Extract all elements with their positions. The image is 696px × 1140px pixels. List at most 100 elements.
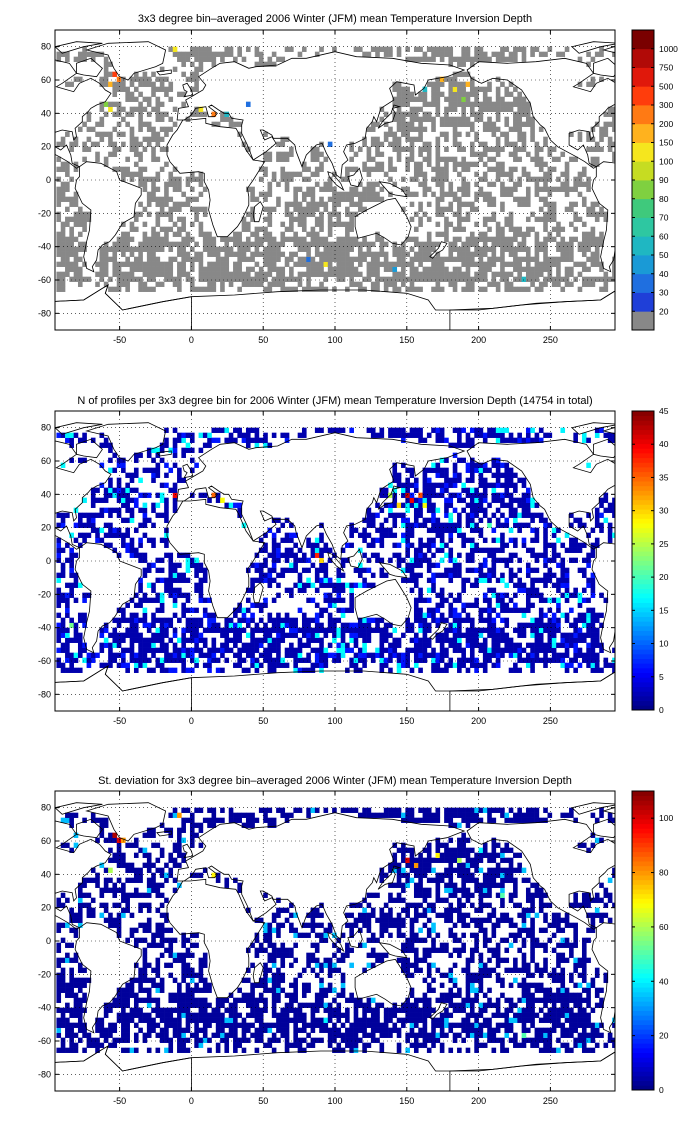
bin-cell: [306, 251, 311, 257]
bin-cell: [379, 141, 385, 147]
bin-cell: [530, 587, 535, 593]
bin-cell: [504, 622, 510, 628]
coastline-baffin: [593, 57, 615, 78]
bin-cell: [405, 166, 410, 172]
bin-cell: [177, 637, 182, 643]
bin-cell: [276, 181, 281, 187]
bin-cell: [375, 191, 380, 197]
bin-cell: [366, 512, 372, 518]
bin-cell: [474, 206, 479, 212]
bin-cell: [444, 96, 449, 102]
bin-cell: [164, 226, 169, 232]
bin-cell: [241, 241, 247, 247]
bin-cell: [422, 246, 428, 252]
bin-cell: [168, 567, 174, 573]
bin-cell: [99, 101, 105, 107]
bin-cell: [474, 602, 479, 608]
bin-cell: [439, 181, 445, 187]
bin-cell: [590, 226, 596, 232]
bin-cell: [491, 271, 497, 277]
bin-cell: [211, 612, 217, 618]
bin-cell: [405, 477, 410, 483]
bin-cell: [332, 632, 337, 638]
bin-cell: [396, 156, 402, 162]
bin-cell: [431, 507, 436, 513]
bin-cell: [469, 236, 475, 242]
bin-cell: [90, 141, 96, 147]
bin-cell: [508, 432, 514, 438]
bin-cell: [569, 251, 574, 257]
bin-cell: [590, 211, 596, 217]
bin-cell: [405, 532, 410, 538]
bin-cell: [310, 186, 316, 192]
bin-cell: [413, 477, 419, 483]
bin-cell: [95, 652, 100, 658]
bin-cell: [202, 492, 208, 498]
bin-cell: [482, 462, 488, 468]
bin-cell: [198, 286, 204, 292]
bin-cell: [444, 46, 449, 52]
bin-cell: [525, 271, 531, 277]
bin-cell: [284, 652, 290, 658]
bin-cell: [530, 256, 535, 262]
bin-cell: [336, 276, 342, 282]
bin-cell: [159, 136, 165, 142]
bin-cell: [276, 612, 281, 618]
bin-cell: [267, 637, 273, 643]
bin-cell: [500, 106, 505, 112]
bin-cell: [409, 91, 415, 97]
bin-cell: [271, 597, 277, 603]
bin-cell: [112, 141, 118, 147]
bin-cell: [495, 281, 501, 287]
bin-cell: [189, 432, 195, 438]
bin-cell: [508, 191, 514, 197]
bin-cell: [547, 176, 553, 182]
bin-cell: [461, 71, 466, 77]
bin-cell: [482, 146, 488, 152]
bin-cell: [177, 437, 182, 443]
bin-cell: [56, 51, 62, 57]
bin-cell: [276, 662, 281, 668]
bin-cell: [478, 627, 484, 633]
bin-cell: [185, 196, 191, 202]
bin-cell: [383, 121, 389, 127]
bin-cell: [362, 191, 367, 197]
bin-cell: [146, 101, 152, 107]
bin-cell: [224, 632, 230, 638]
bin-cell: [289, 251, 294, 257]
bin-cell: [551, 211, 557, 217]
bin-cell: [525, 607, 531, 613]
bin-cell: [401, 186, 406, 192]
bin-cell: [284, 176, 290, 182]
bin-cell: [56, 236, 62, 242]
bin-cell: [56, 186, 62, 192]
bin-cell: [521, 522, 527, 528]
bin-cell: [422, 597, 428, 603]
bin-cell: [435, 622, 441, 628]
bin-cell: [594, 261, 600, 267]
bin-cell: [271, 642, 277, 648]
bin-cell: [418, 146, 423, 152]
bin-cell: [121, 131, 126, 137]
bin-cell: [297, 667, 303, 673]
bin-cell: [220, 632, 225, 638]
bin-cell: [594, 216, 600, 222]
bin-cell: [495, 557, 501, 563]
bin-cell: [491, 156, 497, 162]
bin-cell: [228, 51, 234, 57]
bin-cell: [478, 106, 484, 112]
bin-cell: [357, 191, 363, 197]
bin-cell: [508, 642, 514, 648]
bin-cell: [495, 482, 501, 488]
bin-cell: [435, 662, 441, 668]
bin-cell: [491, 472, 497, 478]
bin-cell: [504, 642, 510, 648]
bin-cell: [452, 452, 458, 458]
bin-cell: [379, 637, 385, 643]
bin-cell: [198, 637, 204, 643]
bin-cell: [392, 627, 398, 633]
bin-cell: [435, 101, 441, 107]
bin-cell: [603, 281, 609, 287]
bin-cell: [349, 527, 354, 533]
bin-cell: [198, 577, 204, 583]
